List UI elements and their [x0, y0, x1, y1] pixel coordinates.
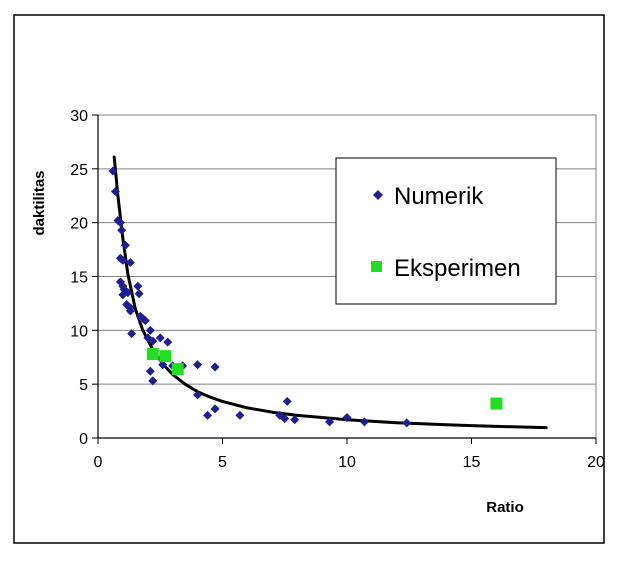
point-numerik-37 — [203, 410, 213, 420]
point-numerik-36 — [210, 404, 220, 414]
point-numerik-3 — [115, 218, 125, 228]
legend: Numerik Eksperimen — [335, 157, 557, 305]
point-numerik-34 — [210, 362, 220, 372]
point-eksperimen-3 — [490, 397, 503, 410]
legend-label-eksperimen: Eksperimen — [394, 255, 521, 282]
point-eksperimen-0 — [146, 348, 159, 361]
point-numerik-43 — [325, 417, 335, 427]
point-numerik-0 — [108, 166, 118, 176]
point-numerik-22 — [127, 329, 137, 339]
y-tick-label-0: 0 — [79, 431, 88, 448]
point-numerik-27 — [163, 337, 173, 347]
point-numerik-4 — [117, 225, 127, 235]
y-tick-label-5: 5 — [79, 377, 88, 394]
point-numerik-21 — [140, 316, 150, 326]
trendline — [112, 155, 548, 430]
point-numerik-35 — [193, 390, 203, 400]
point-numerik-38 — [235, 410, 245, 420]
legend-label-numerik: Numerik — [394, 183, 484, 210]
point-numerik-26 — [155, 333, 165, 343]
y-tick-label-25: 25 — [70, 162, 88, 179]
point-numerik-24 — [145, 325, 155, 335]
x-tick-label-0: 0 — [94, 454, 103, 471]
legend-box — [335, 157, 557, 305]
y-tick-label-15: 15 — [70, 270, 88, 287]
legend-marker-eksperimen — [371, 261, 382, 272]
y-tick-labels: 0 5 10 15 20 25 30 — [70, 108, 88, 448]
point-numerik-25 — [148, 336, 158, 346]
x-tick-label-5: 5 — [218, 454, 227, 471]
point-numerik-6 — [118, 255, 128, 265]
point-numerik-29 — [148, 376, 158, 386]
point-numerik-41 — [290, 415, 300, 425]
point-numerik-46 — [402, 418, 412, 428]
point-numerik-40 — [280, 414, 290, 424]
point-numerik-13 — [123, 288, 133, 298]
point-eksperimen-2 — [171, 363, 184, 376]
point-numerik-16 — [125, 306, 135, 316]
point-numerik-1 — [110, 186, 120, 196]
y-tick-label-10: 10 — [70, 323, 88, 340]
point-numerik-8 — [125, 258, 135, 268]
x-tick-label-10: 10 — [338, 454, 356, 471]
x-tick-label-15: 15 — [463, 454, 481, 471]
x-tick-label-20: 20 — [587, 454, 605, 471]
point-numerik-18 — [134, 289, 144, 299]
point-numerik-45 — [359, 417, 369, 427]
y-tick-label-30: 30 — [70, 108, 88, 125]
point-numerik-7 — [120, 240, 130, 250]
point-numerik-17 — [133, 281, 143, 291]
x-tick-labels: 0 5 10 15 20 — [94, 454, 605, 471]
point-numerik-28 — [145, 366, 155, 376]
y-axis-title: daktilitas — [31, 170, 48, 235]
point-eksperimen-1 — [159, 350, 172, 363]
axes — [92, 114, 597, 444]
legend-marker-numerik — [373, 190, 383, 200]
point-numerik-30 — [158, 360, 168, 370]
data-points — [108, 166, 503, 428]
point-numerik-44 — [342, 413, 352, 423]
x-axis-title: Ratio — [486, 499, 524, 516]
point-numerik-33 — [193, 360, 203, 370]
point-numerik-42 — [282, 396, 292, 406]
y-tick-label-20: 20 — [70, 216, 88, 233]
